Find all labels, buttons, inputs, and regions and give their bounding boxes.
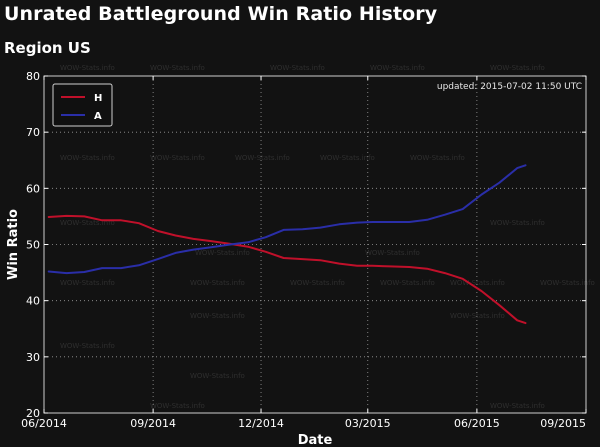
y-tick-label: 80: [26, 70, 40, 83]
y-axis-label: Win Ratio: [6, 209, 21, 280]
x-tick-label: 12/2014: [238, 417, 284, 430]
legend-label-h: H: [94, 93, 102, 104]
watermark-text: WOW-Stats.info: [490, 219, 545, 227]
legend-box: [52, 83, 113, 127]
watermark-text: WOW-Stats.info: [60, 342, 115, 350]
watermark-text: WOW-Stats.info: [150, 154, 205, 162]
watermark-text: WOW-Stats.info: [410, 154, 465, 162]
tick-layer: 20 30 40 50 60 70 80 06/2014 09/2014 12/2014 03/20…: [21, 70, 587, 430]
x-tick-label: 09/2014: [130, 417, 176, 430]
watermark-text: WOW-Stats.info: [540, 279, 595, 287]
watermark-text: WOW-Stats.info: [490, 402, 545, 410]
watermark-text: WOW-Stats.info: [60, 154, 115, 162]
legend-label-a: A: [94, 111, 102, 122]
y-tick-label: 70: [26, 126, 40, 139]
updated-label: updated: 2015-07-02 11:50 UTC: [437, 82, 582, 92]
watermark-text: WOW-Stats.info: [235, 154, 290, 162]
watermark-text: WOW-Stats.info: [290, 279, 345, 287]
watermark-text: WOW-Stats.info: [270, 64, 325, 72]
x-tick-label: 03/2015: [345, 417, 391, 430]
watermark-text: WOW-Stats.info: [380, 279, 435, 287]
x-tick-label: 06/2014: [21, 417, 67, 430]
watermark-text: WOW-Stats.info: [150, 64, 205, 72]
watermark-text: WOW-Stats.info: [150, 402, 205, 410]
watermark-text: WOW-Stats.info: [190, 312, 245, 320]
legend: HA: [52, 83, 113, 127]
grid-layer: [44, 76, 586, 413]
x-axis-label: Date: [298, 433, 333, 447]
watermark-text: WOW-Stats.info: [490, 64, 545, 72]
watermark-text: WOW-Stats.info: [370, 64, 425, 72]
y-tick-label: 20: [26, 407, 40, 420]
watermark-text: WOW-Stats.info: [365, 249, 420, 257]
watermark-text: WOW-Stats.info: [195, 249, 250, 257]
y-tick-label: 60: [26, 182, 40, 195]
watermark-text: WOW-Stats.info: [320, 154, 375, 162]
page-title: Unrated Battleground Win Ratio History: [4, 3, 438, 25]
y-tick-label: 50: [26, 239, 40, 252]
y-tick-label: 40: [26, 295, 40, 308]
series-line-h: [47, 214, 527, 325]
watermark-text: WOW-Stats.info: [60, 219, 115, 227]
page-subtitle: Region US: [4, 39, 91, 57]
series-layer: [47, 164, 527, 325]
watermark-text: WOW-Stats.info: [450, 312, 505, 320]
x-tick-label: 09/2015: [540, 417, 586, 430]
watermark-layer: WOW-Stats.info WOW-Stats.info WOW-Stats.in…: [60, 64, 595, 410]
watermark-text: WOW-Stats.info: [60, 279, 115, 287]
series-line-a: [47, 164, 527, 275]
y-tick-label: 30: [26, 351, 40, 364]
x-tick-label: 06/2015: [454, 417, 500, 430]
watermark-text: WOW-Stats.info: [60, 64, 115, 72]
watermark-text: WOW-Stats.info: [190, 372, 245, 380]
watermark-text: WOW-Stats.info: [190, 279, 245, 287]
watermark-text: WOW-Stats.info: [450, 279, 505, 287]
